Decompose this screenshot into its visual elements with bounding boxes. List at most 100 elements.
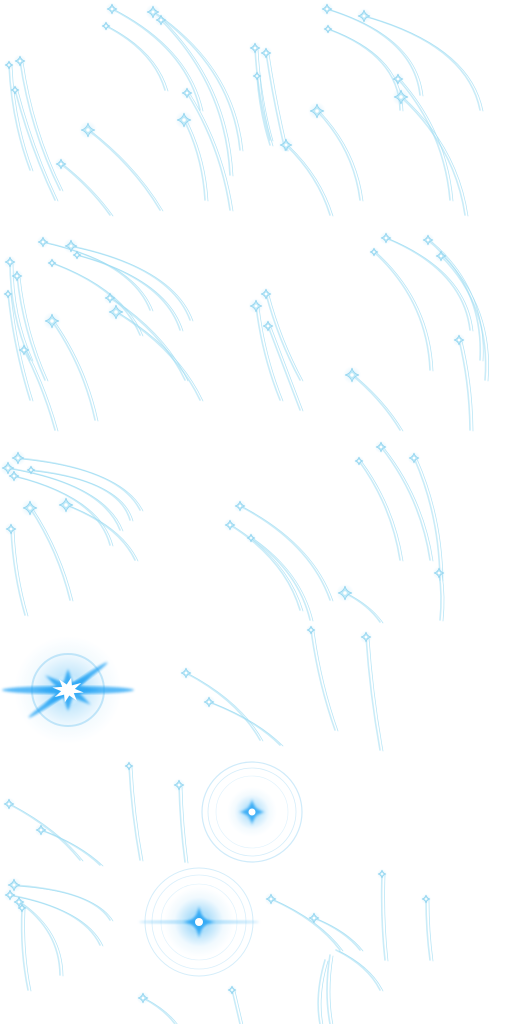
trail-streak [253,538,314,622]
trail-streak [368,637,384,752]
sparkle-icon [407,451,421,465]
trail-streak [128,765,141,861]
sparkle-icon [10,450,26,466]
sparkle-icon [106,302,126,322]
trail-streak [87,129,161,211]
trail-streak [388,238,474,332]
sparkle-icon [374,440,388,454]
sparkle-icon [356,8,372,24]
trail-streak [114,9,204,112]
trail-streak [316,918,364,952]
sparkle-icon [223,518,237,532]
trail-streak [383,447,434,562]
light-burst-flash [2,636,134,744]
trail-streak [54,321,99,422]
trail-streak [461,340,474,432]
trail-streak [428,899,434,962]
trail-streak [14,89,56,201]
sparkle-icon [123,760,135,772]
trail-streak [63,164,114,217]
sparkle-icon [7,469,21,483]
sparkle-icon [248,41,262,55]
sparkle-icon [307,101,327,121]
sparkle-trails-layer [7,8,489,1024]
trail-streak [181,785,189,864]
trail-streak [351,374,401,431]
sparkle-icon [245,532,257,544]
trail-streak [13,529,29,617]
trail-streak [118,312,204,402]
special-effects-layer [2,636,303,977]
glow-ring-sparkle [139,867,259,977]
sparkle-icon [335,583,355,603]
trail-streak [316,110,361,201]
trail-streak [16,476,114,547]
trail-streak [376,252,434,372]
trail-streak [438,572,442,621]
trail-streak [256,75,271,146]
sparkle-icon [434,249,448,263]
sparkle-icon [172,778,186,792]
trail-streak [441,573,445,622]
trail-streak [335,949,381,991]
sparkle-icon [320,2,334,16]
trail-streak [416,458,444,582]
trail-streak [257,48,274,142]
trail-streak [111,8,201,111]
trail-streak [310,629,336,731]
sparkle-icon [3,59,15,71]
sparkle-icon [103,291,117,305]
trail-streak [22,61,64,192]
trail-streak [105,25,166,91]
sparkle-icon [259,46,273,60]
sparkle-icon [342,365,362,385]
sparkle-icon [20,498,40,518]
trail-streak [30,469,131,521]
trail-streak [365,636,381,751]
trail-streak [338,950,384,992]
sparkle-icon [261,319,275,333]
trail-streak [26,350,59,432]
trail-streak [29,507,71,601]
sparkle-icon [34,823,48,837]
trail-streak [21,902,64,977]
trail-streak [326,8,421,96]
trail-streak [288,145,334,217]
sparkle-icon [4,522,18,536]
glow-ring-sparkle [201,761,303,863]
trail-streak [361,461,404,562]
trail-streak [366,16,484,112]
trail-streak [242,506,334,602]
trail-streak [358,460,401,561]
trail-streak [255,305,281,401]
trail-streak [7,293,31,401]
trail-streak [178,784,186,863]
sparkle-icon [63,238,79,254]
trail-streak [40,829,101,866]
trail-streak [20,458,144,512]
trail-streak [320,960,329,1024]
trail-streak [160,19,231,176]
trail-streak [24,908,32,992]
trail-streak [43,830,104,867]
sparkle-icon [13,54,27,68]
trail-streak [33,470,134,522]
trail-streak [234,990,244,1024]
sparkle-icon [264,892,278,906]
trail-streak [317,959,326,1024]
sparkle-icon [42,311,62,331]
sparkle-icon [353,455,365,467]
trail-streak [11,65,34,172]
trail-streak [413,457,441,581]
sparkle-icon [71,249,83,261]
trail-streak [232,525,304,612]
trail-streak [270,326,304,412]
trail-streak [68,505,139,562]
sparkle-icon [391,72,405,86]
trail-streak [17,90,59,202]
sparkle-icon [36,235,50,249]
trail-streak [185,672,261,741]
sparkle-icon [226,984,238,996]
trail-streak [60,163,111,216]
trail-streak [319,111,364,202]
